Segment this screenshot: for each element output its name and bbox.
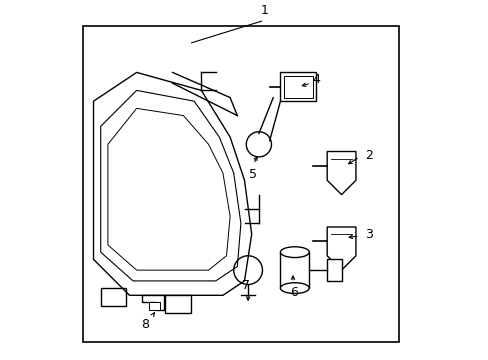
Bar — [280, 72, 316, 101]
Ellipse shape — [280, 247, 308, 257]
Ellipse shape — [280, 283, 308, 293]
Text: 7: 7 — [242, 279, 250, 292]
Bar — [82, 26, 398, 342]
Bar — [280, 252, 308, 288]
Text: 5: 5 — [249, 168, 257, 181]
Bar — [284, 76, 312, 98]
Text: 2: 2 — [364, 149, 372, 162]
Text: 1: 1 — [260, 4, 267, 17]
Text: 8: 8 — [141, 318, 149, 330]
Bar — [326, 259, 341, 281]
Text: 6: 6 — [289, 286, 297, 299]
Bar — [149, 302, 160, 310]
Text: 4: 4 — [312, 73, 320, 86]
Text: 3: 3 — [364, 228, 372, 241]
